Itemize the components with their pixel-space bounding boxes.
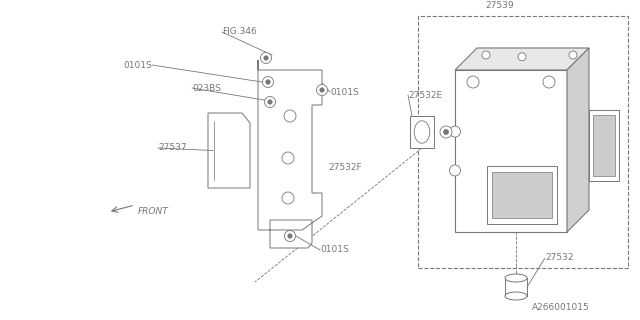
Circle shape [266, 80, 270, 84]
Polygon shape [258, 60, 322, 248]
Bar [593, 115, 615, 176]
Bar [455, 70, 567, 232]
Bar [487, 166, 557, 224]
Bar [492, 172, 552, 218]
Text: 0101S: 0101S [124, 60, 152, 69]
Circle shape [264, 97, 275, 108]
Circle shape [482, 51, 490, 59]
Bar [418, 16, 628, 268]
Circle shape [518, 53, 526, 61]
Text: FIG.346: FIG.346 [222, 28, 257, 36]
Text: 27532E: 27532E [408, 91, 442, 100]
Circle shape [262, 76, 273, 87]
Bar [505, 278, 527, 296]
Polygon shape [208, 113, 250, 188]
Circle shape [317, 84, 328, 95]
Circle shape [440, 126, 452, 138]
Text: FRONT: FRONT [138, 207, 169, 217]
Bar [410, 116, 434, 148]
Ellipse shape [505, 292, 527, 300]
Circle shape [285, 231, 295, 241]
Circle shape [285, 230, 296, 242]
Ellipse shape [505, 274, 527, 282]
Text: 27537: 27537 [158, 143, 187, 153]
Circle shape [467, 76, 479, 88]
Text: 0101S: 0101S [320, 245, 349, 254]
Circle shape [444, 130, 449, 134]
Text: 0101S: 0101S [330, 87, 359, 97]
Text: A266001015: A266001015 [532, 303, 590, 313]
Circle shape [260, 52, 271, 63]
Circle shape [282, 152, 294, 164]
Circle shape [320, 88, 324, 92]
Circle shape [284, 110, 296, 122]
Text: 27539: 27539 [486, 2, 515, 11]
Circle shape [569, 51, 577, 59]
Circle shape [282, 192, 294, 204]
Text: 27532: 27532 [545, 253, 573, 262]
Circle shape [268, 100, 272, 104]
Circle shape [288, 234, 292, 238]
Circle shape [543, 76, 555, 88]
Polygon shape [567, 48, 589, 232]
Text: 27532F: 27532F [328, 164, 362, 172]
Bar [589, 109, 619, 181]
Circle shape [449, 165, 461, 176]
Circle shape [264, 56, 268, 60]
Ellipse shape [414, 121, 430, 143]
Circle shape [449, 126, 461, 137]
Text: 023BS: 023BS [192, 84, 221, 92]
Polygon shape [455, 48, 589, 70]
